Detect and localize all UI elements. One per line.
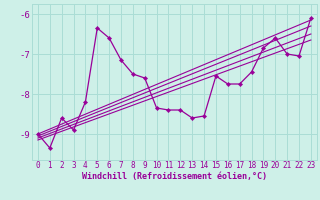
X-axis label: Windchill (Refroidissement éolien,°C): Windchill (Refroidissement éolien,°C) xyxy=(82,172,267,181)
